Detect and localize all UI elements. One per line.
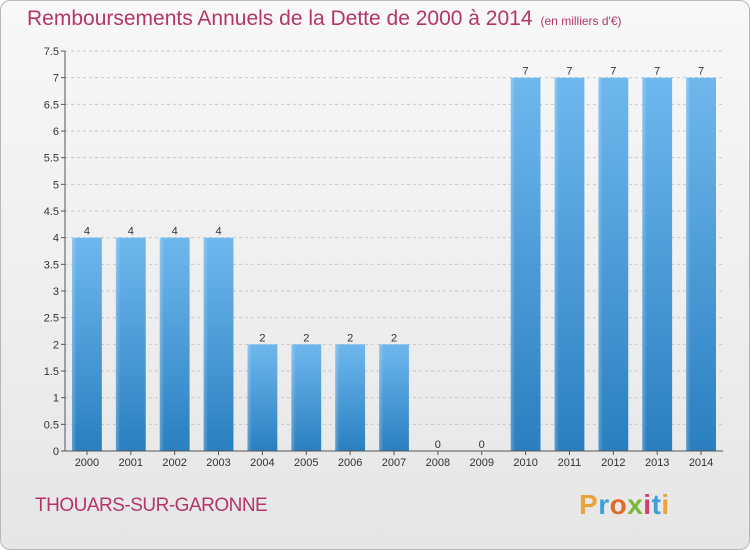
bars-layer: [72, 77, 716, 452]
x-tick-label: 2013: [645, 457, 669, 469]
y-tick-label: 6.5: [44, 99, 59, 111]
bar-value-label: 7: [654, 66, 660, 78]
y-tick-label: 7.5: [44, 46, 59, 58]
y-tick-label: 4.5: [44, 206, 59, 218]
x-tick-label: 2008: [426, 457, 450, 469]
bar-value-label: 7: [566, 66, 572, 78]
bar-highlight: [686, 77, 716, 452]
logo-letter: t: [651, 489, 662, 520]
x-tick-label: 2007: [382, 457, 406, 469]
logo-letter: r: [598, 489, 610, 520]
bar-highlight: [510, 77, 541, 452]
bar-highlight: [72, 237, 102, 451]
x-tick-label: 2001: [119, 457, 143, 469]
bar-value-label: 4: [128, 226, 134, 238]
bar-value-label: 2: [347, 332, 353, 344]
bar-highlight: [554, 77, 585, 452]
x-tick-label: 2002: [162, 457, 186, 469]
bar-value-label: 7: [523, 66, 529, 78]
bar-highlight: [291, 344, 322, 451]
x-tick-label: 2000: [75, 457, 99, 469]
y-tick-label: 0.5: [44, 419, 59, 431]
bar-highlight: [335, 344, 366, 451]
bar-value-label: 2: [259, 332, 265, 344]
bar-value-label: 7: [698, 66, 704, 78]
y-tick-label: 1: [53, 393, 59, 405]
bar-value-label: 7: [610, 66, 616, 78]
y-tick-label: 3.5: [44, 259, 59, 271]
bar-highlight: [642, 77, 673, 452]
bar-highlight: [203, 237, 234, 451]
bar-value-label: 4: [215, 226, 221, 238]
y-tick-label: 4: [53, 233, 59, 245]
labels-layer: 4 4 4 4 2 2 2 2 0 0 7 7 7 7 7: [84, 66, 704, 451]
bar-value-label: 4: [84, 226, 90, 238]
y-tick-label: 7: [53, 73, 59, 85]
x-tick-label: 2011: [558, 457, 582, 469]
bar-highlight: [379, 344, 409, 451]
y-tick-label: 5: [53, 179, 59, 191]
y-tick-label: 6: [53, 126, 59, 138]
bar-highlight: [115, 237, 146, 451]
bar-highlight: [598, 77, 629, 452]
chart-title: Remboursements Annuels de la Dette de 20…: [27, 7, 622, 31]
y-tick-label: 2.5: [44, 313, 59, 325]
bar-highlight: [159, 237, 190, 451]
logo-letter: x: [627, 489, 644, 520]
logo-letter: i: [643, 489, 652, 520]
x-tick-label: 2010: [513, 457, 537, 469]
y-tick-label: 5.5: [44, 153, 59, 165]
y-tick-label: 1.5: [44, 366, 59, 378]
x-tick-label: 2009: [469, 457, 493, 469]
chart-unit: (en milliers d'€): [540, 14, 622, 28]
x-tick-label: 2014: [689, 457, 713, 469]
bar-value-label: 2: [303, 332, 309, 344]
axis-layer: 0 0.5 1 1.5 2 2.5 3 3.5 4 4.5 5 5.5 6 6.5 7 7.5 2000 2001…: [44, 46, 723, 469]
chart-title-text: Remboursements Annuels de la Dette de 20…: [27, 7, 533, 30]
y-tick-label: 2: [53, 339, 59, 351]
x-tick-label: 2006: [338, 457, 362, 469]
commune-name: THOUARS-SUR-GARONNE: [35, 495, 268, 516]
logo-letter: P: [579, 489, 599, 520]
bar-value-label: 0: [435, 439, 441, 451]
y-tick-label: 3: [53, 286, 59, 298]
x-tick-label: 2003: [206, 457, 230, 469]
y-tick-label: 0: [53, 446, 59, 458]
bar-highlight: [247, 344, 278, 451]
bar-value-label: 0: [479, 439, 485, 451]
proxiti-logo: Proxiti: [579, 489, 670, 521]
x-tick-label: 2012: [601, 457, 625, 469]
bar-value-label: 4: [172, 226, 178, 238]
bar-value-label: 2: [391, 332, 397, 344]
logo-letter: o: [609, 489, 628, 520]
x-tick-label: 2004: [250, 457, 274, 469]
logo-letter: i: [661, 489, 670, 520]
x-tick-label: 2005: [294, 457, 318, 469]
